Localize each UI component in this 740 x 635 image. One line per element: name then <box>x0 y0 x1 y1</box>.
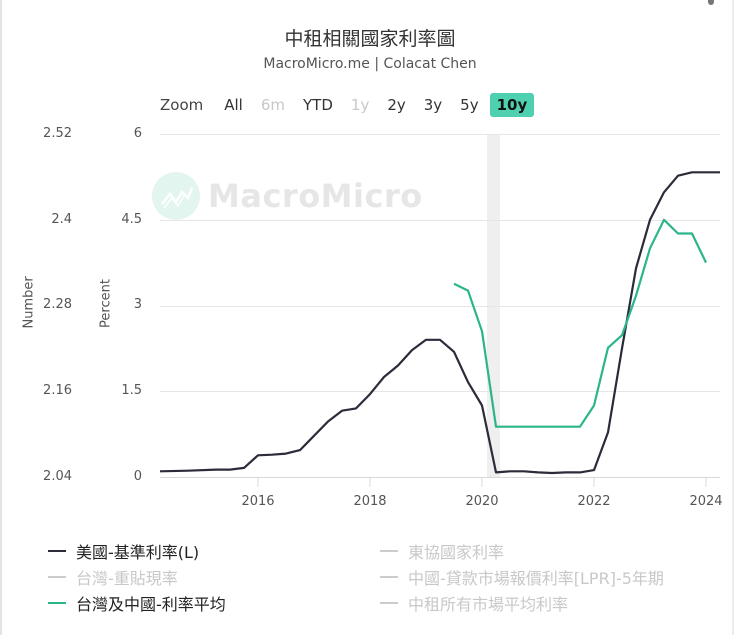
x-axis-ticks <box>257 477 707 487</box>
zoom-1y-button[interactable]: 1y <box>350 96 370 114</box>
legend-swatch <box>380 550 398 552</box>
gridlines <box>160 134 720 392</box>
percent-tick: 1.5 <box>121 383 142 398</box>
shaded-band <box>487 134 500 477</box>
legend-swatch <box>48 550 66 552</box>
zoom-3y-button[interactable]: 3y <box>423 96 443 114</box>
x-tick: 2024 <box>689 494 723 509</box>
chart-title: 中租相關國家利率圖 <box>284 28 456 50</box>
legend-label: 中租所有市場平均利率 <box>408 595 569 614</box>
legend-swatch <box>48 576 66 578</box>
zoom-label: Zoom <box>160 96 204 114</box>
zoom-range-selector: Zoom All 6m YTD 1y 2y 3y 5y 10y <box>160 92 538 118</box>
x-tick: 2020 <box>465 494 499 509</box>
macromicro-logo-icon <box>152 172 200 220</box>
watermark-text: MacroMicro <box>208 177 423 215</box>
us-fed-rate-line[interactable] <box>159 171 720 475</box>
legend-item-china-lpr-5y[interactable]: 中國-貸款市場報價利率[LPR]-5年期 <box>380 564 664 590</box>
right-scrollbar-edge <box>732 0 734 635</box>
left-tick: 2.4 <box>51 212 72 227</box>
legend-item-taiwan-discount-rate[interactable]: 台灣-重貼現率 <box>48 564 226 590</box>
legend-column-right: 東協國家利率 中國-貸款市場報價利率[LPR]-5年期 中租所有市場平均利率 <box>380 538 664 616</box>
legend-label: 東協國家利率 <box>408 543 505 562</box>
legend-swatch <box>380 602 398 604</box>
legend-item-us-rate[interactable]: 美國-基準利率(L) <box>48 538 226 564</box>
zoom-all-button[interactable]: All <box>224 96 243 114</box>
left-tick: 2.52 <box>43 126 72 141</box>
legend-swatch <box>48 602 66 604</box>
zoom-5y-button[interactable]: 5y <box>460 96 479 114</box>
zoom-10y-button[interactable]: 10y <box>489 93 535 117</box>
zoom-2y-button[interactable]: 2y <box>387 96 406 114</box>
percent-tick: 6 <box>133 126 142 141</box>
macromicro-watermark: MacroMicro <box>152 172 423 220</box>
legend-item-chailease-market-avg[interactable]: 中租所有市場平均利率 <box>380 590 664 616</box>
legend-label: 美國-基準利率(L) <box>76 543 200 562</box>
left-frame-border <box>0 0 2 635</box>
left-tick: 2.28 <box>43 297 72 312</box>
percent-tick: 3 <box>133 297 142 312</box>
left-tick: 2.16 <box>43 383 72 398</box>
legend-item-asean-rate[interactable]: 東協國家利率 <box>380 538 664 564</box>
chart-subtitle: MacroMicro.me | Colacat Chen <box>263 56 477 72</box>
legend-label: 台灣及中國-利率平均 <box>76 595 226 614</box>
left-tick: 2.04 <box>43 469 72 484</box>
legend-swatch <box>380 576 398 578</box>
zoom-6m-button[interactable]: 6m <box>260 96 286 114</box>
legend-label: 中國-貸款市場報價利率[LPR]-5年期 <box>408 569 664 588</box>
x-tick: 2016 <box>241 494 275 509</box>
chart-menu-icon[interactable] <box>708 0 714 5</box>
percent-tick: 4.5 <box>121 212 142 227</box>
legend-item-taiwan-china-avg[interactable]: 台灣及中國-利率平均 <box>48 590 226 616</box>
legend-column-left: 美國-基準利率(L) 台灣-重貼現率 台灣及中國-利率平均 <box>48 538 226 616</box>
legend-label: 台灣-重貼現率 <box>76 569 178 588</box>
x-tick: 2022 <box>577 494 611 509</box>
taiwan-china-avg-rate-line[interactable] <box>453 218 707 428</box>
percent-tick: 0 <box>133 469 142 484</box>
x-tick: 2018 <box>353 494 387 509</box>
zoom-ytd-button[interactable]: YTD <box>303 96 333 114</box>
